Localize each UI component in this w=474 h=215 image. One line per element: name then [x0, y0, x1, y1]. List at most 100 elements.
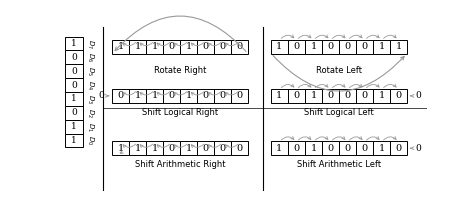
Text: 0: 0 [415, 91, 421, 100]
Text: 1: 1 [118, 144, 124, 153]
Bar [180, 40, 197, 54]
Bar [322, 89, 339, 103]
Text: 0: 0 [203, 91, 209, 100]
Text: 0: 0 [237, 91, 243, 100]
Text: 1: 1 [152, 144, 158, 153]
Text: 1: 1 [310, 42, 317, 51]
Text: 0: 0 [169, 144, 175, 153]
Text: 1: 1 [185, 144, 192, 153]
Text: 0: 0 [328, 42, 334, 51]
Text: 0: 0 [169, 42, 175, 51]
Bar [65, 37, 82, 51]
Bar [197, 40, 214, 54]
Bar [214, 89, 231, 103]
Text: 1: 1 [396, 42, 402, 51]
Text: Shift Logical Right: Shift Logical Right [142, 108, 218, 117]
Bar [390, 141, 407, 155]
Text: 1: 1 [152, 42, 158, 51]
Text: $D_{7}$: $D_{7}$ [85, 38, 95, 49]
Text: 0: 0 [345, 91, 351, 100]
Bar [231, 40, 248, 54]
Text: 0: 0 [220, 91, 226, 100]
Text: 0: 0 [203, 144, 209, 153]
Text: 1: 1 [276, 91, 283, 100]
Text: 1: 1 [379, 144, 385, 153]
Bar [271, 40, 288, 54]
Text: 1: 1 [379, 42, 385, 51]
Bar [231, 89, 248, 103]
Text: 0: 0 [169, 91, 175, 100]
Text: 0: 0 [396, 144, 402, 153]
Text: 1: 1 [379, 91, 385, 100]
Bar [373, 89, 390, 103]
Text: $D_{5}$: $D_{5}$ [85, 66, 95, 76]
Bar [288, 141, 305, 155]
Text: $D_{0}$: $D_{0}$ [85, 135, 95, 146]
Text: 0: 0 [396, 91, 402, 100]
Bar [65, 51, 82, 64]
Text: 0: 0 [328, 91, 334, 100]
Bar [356, 40, 373, 54]
Text: 1: 1 [276, 42, 283, 51]
Text: 1: 1 [71, 94, 77, 103]
Bar [129, 141, 146, 155]
Bar [339, 89, 356, 103]
Bar [180, 89, 197, 103]
Bar [305, 40, 322, 54]
Bar [288, 89, 305, 103]
Text: 1: 1 [310, 91, 317, 100]
Bar [214, 141, 231, 155]
Bar [390, 89, 407, 103]
Text: 0: 0 [415, 144, 421, 153]
Bar [197, 141, 214, 155]
Text: 0: 0 [220, 42, 226, 51]
Text: 0: 0 [98, 91, 104, 100]
Text: 0: 0 [293, 144, 300, 153]
Text: 0: 0 [237, 144, 243, 153]
Bar [356, 89, 373, 103]
Text: 0: 0 [293, 42, 300, 51]
Bar [65, 92, 82, 106]
Text: 0: 0 [71, 53, 77, 62]
Text: $D_{3}$: $D_{3}$ [85, 94, 95, 104]
Bar [129, 40, 146, 54]
Bar [305, 89, 322, 103]
Text: 0: 0 [71, 81, 77, 90]
Text: $D_{4}$: $D_{4}$ [85, 80, 95, 90]
Bar [146, 141, 163, 155]
Bar [231, 141, 248, 155]
Bar [112, 141, 129, 155]
Bar [112, 40, 129, 54]
Text: Rotate Left: Rotate Left [316, 66, 362, 75]
Text: $D_{2}$: $D_{2}$ [85, 108, 95, 118]
Text: 1: 1 [71, 136, 77, 145]
Bar [214, 40, 231, 54]
Text: 1: 1 [310, 144, 317, 153]
Bar [146, 40, 163, 54]
Text: 0: 0 [362, 42, 368, 51]
Text: 0: 0 [328, 144, 334, 153]
Text: 1: 1 [276, 144, 283, 153]
Text: 0: 0 [71, 67, 77, 76]
Bar [112, 89, 129, 103]
Bar [373, 40, 390, 54]
Text: Shift Arithmetic Right: Shift Arithmetic Right [135, 160, 226, 169]
Bar [163, 40, 180, 54]
Bar [305, 141, 322, 155]
Bar [288, 40, 305, 54]
Text: 0: 0 [293, 91, 300, 100]
Text: 1: 1 [71, 39, 77, 48]
Text: 1: 1 [135, 91, 141, 100]
Text: Shift Arithmetic Left: Shift Arithmetic Left [297, 160, 381, 169]
Text: 0: 0 [362, 91, 368, 100]
Bar [163, 141, 180, 155]
Bar [65, 64, 82, 78]
Text: 1: 1 [185, 91, 192, 100]
Text: 0: 0 [220, 144, 226, 153]
Bar [65, 120, 82, 134]
Text: 0: 0 [345, 144, 351, 153]
Bar [322, 141, 339, 155]
Text: 1: 1 [135, 42, 141, 51]
Bar [65, 106, 82, 120]
Text: 1: 1 [71, 122, 77, 131]
